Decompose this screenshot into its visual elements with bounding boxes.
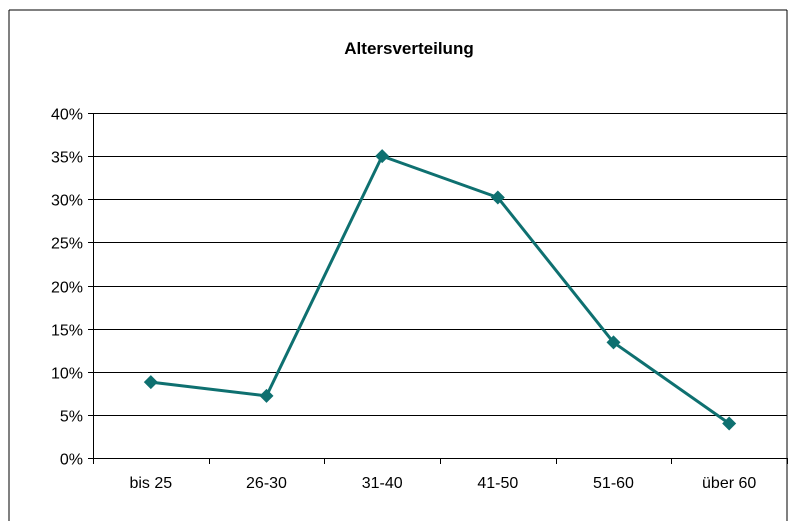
- x-tick-label: 51-60: [593, 475, 634, 492]
- y-tick-label: 15%: [51, 323, 83, 340]
- y-tick-label: 40%: [51, 107, 83, 124]
- chart-frame: [8, 9, 788, 521]
- data-point-marker: [375, 149, 390, 164]
- data-point-marker: [606, 335, 621, 350]
- axes: [88, 113, 788, 464]
- x-tick-label: 26-30: [246, 475, 287, 492]
- x-tick-label: über 60: [702, 475, 756, 492]
- x-tick-label: 31-40: [362, 475, 403, 492]
- y-tick-label: 30%: [51, 193, 83, 210]
- y-tick-label: 25%: [51, 236, 83, 253]
- y-tick-labels: 0% 5% 10% 15% 20% 25% 30% 35% 40%: [51, 107, 83, 469]
- x-tick-labels: bis 25 26-30 31-40 41-50 51-60 über 60: [129, 475, 756, 492]
- data-point-marker: [722, 416, 737, 431]
- data-point-marker: [259, 388, 274, 403]
- series-line: [150, 154, 731, 425]
- y-tick-label: 35%: [51, 150, 83, 167]
- y-tick-label: 10%: [51, 366, 83, 383]
- series: [143, 149, 737, 431]
- chart-title: Altersverteilung: [344, 39, 473, 58]
- x-tick-label: bis 25: [129, 475, 172, 492]
- data-point-marker: [490, 190, 505, 205]
- x-tick-label: 41-50: [477, 475, 518, 492]
- data-point-marker: [143, 375, 158, 390]
- gridlines: [93, 113, 787, 416]
- y-tick-label: 0%: [60, 452, 83, 469]
- y-tick-label: 20%: [51, 280, 83, 297]
- y-tick-label: 5%: [60, 409, 83, 426]
